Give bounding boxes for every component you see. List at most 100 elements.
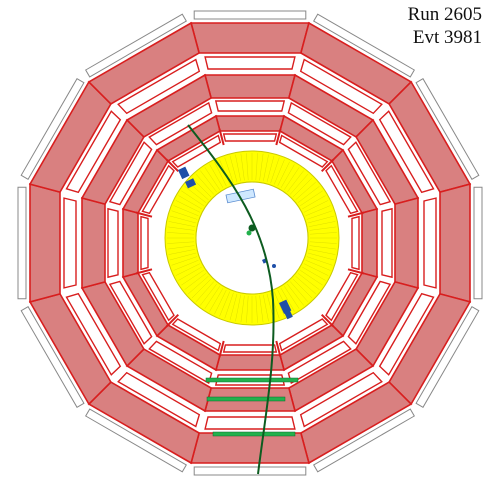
calorimeter-cell-edge [184, 186, 207, 203]
calorimeter-cell-edge [209, 164, 224, 188]
calorimeter-cell-edge [295, 276, 317, 295]
muon-chamber-inner [423, 197, 437, 289]
muon-chamber-inner [287, 340, 352, 385]
calorimeter-cell-edge [246, 295, 249, 323]
calorimeter-cell-edge [224, 292, 234, 319]
muon-chamber [125, 73, 213, 138]
detector-hits [178, 166, 299, 437]
frame-box [193, 10, 307, 20]
sector-spoke [347, 268, 365, 275]
muon-chamber-inner [278, 318, 329, 352]
sector-spoke [165, 158, 180, 173]
muon-chamber-inner [204, 416, 296, 430]
muon-chamber-inner [278, 134, 329, 168]
muon-stations [28, 21, 472, 465]
muon-chamber-inner [381, 207, 393, 279]
calorimeter-cell-edge [168, 249, 196, 255]
event-number-label: Evt 3981 [412, 27, 482, 48]
sector-spoke [347, 211, 365, 218]
calorimeter-cell-edge [246, 153, 249, 181]
frame-box [313, 408, 415, 473]
calorimeter-cell-edge [175, 200, 201, 213]
calorimeter-cell-edge [295, 181, 317, 200]
muon-chamber-inner [171, 318, 222, 352]
outer-frame [17, 10, 483, 476]
calorimeter-cell-edge [273, 159, 285, 185]
muon-chamber-inner [299, 371, 383, 428]
calorimeter-cell-edge [167, 245, 195, 250]
run-number-label: Run 2605 [407, 4, 482, 25]
calorimeter-cell-edge [307, 252, 335, 261]
calorimeter-cell-edge [273, 291, 285, 317]
calorimeter-cell-edge [209, 288, 224, 312]
calorimeter-cell-edge [181, 190, 204, 207]
calorimeter-hit-blue [185, 178, 197, 189]
calorimeter-cell-edge [229, 155, 238, 183]
calorimeter-hit-blue [284, 309, 293, 320]
calorimeter-cell-edge [181, 269, 204, 286]
calorimeter-cell-edge [169, 215, 197, 224]
calorimeter-cell-edge [169, 252, 197, 261]
calorimeter-cell-edge [305, 259, 331, 271]
muon-chamber [190, 432, 310, 464]
calorimeter-cell-edge [309, 241, 337, 244]
muon-chamber-inner [108, 280, 153, 345]
sector-spoke [218, 128, 225, 146]
calorimeter-cell-edge [214, 289, 227, 315]
calorimeter-hit-blue [178, 166, 190, 180]
frame-box [85, 13, 187, 78]
calorimeter-cell-edge [191, 278, 212, 299]
muon-chamber [155, 114, 221, 162]
sector-spoke [218, 340, 225, 358]
frame-box [20, 306, 85, 408]
calorimeter-cell-edge [168, 221, 196, 227]
calorimeter-cell-edge [229, 293, 238, 321]
muon-chamber-inner [63, 197, 77, 289]
muon-chamber-inner [140, 215, 149, 271]
calorimeter-cell-edge [167, 226, 195, 231]
muon-chamber-inner [347, 280, 392, 345]
frame-box [20, 78, 85, 180]
calorimeter-cell-edge [292, 278, 313, 299]
calorimeter-cell-edge [204, 167, 221, 190]
muon-track [187, 124, 275, 475]
muon-hit-green [205, 377, 299, 383]
calorimeter-cell-edge [306, 256, 333, 266]
muon-chamber-inner [141, 164, 175, 215]
sector-spoke [165, 313, 180, 328]
calorimeter-cell-edge [307, 215, 335, 224]
muon-chamber [394, 196, 419, 290]
sector-spoke [320, 158, 335, 173]
calorimeter-cell-edge [302, 195, 326, 210]
muon-chamber [29, 183, 61, 303]
calorimeter-cell-edge [300, 269, 323, 286]
calorimeter-cell-edge [200, 283, 217, 306]
track-hit [272, 264, 276, 268]
vertex-hit [246, 230, 252, 236]
calorimeter-cell-edge [308, 249, 336, 255]
calorimeter-cell-edge [259, 153, 264, 181]
muon-chamber-inner [299, 58, 383, 115]
muon-chamber-inner [171, 134, 222, 168]
muon-chamber [203, 74, 297, 99]
calorimeter-cell-edge [219, 291, 231, 317]
calorimeter-cell-edge [303, 200, 329, 213]
frame-box [17, 186, 27, 300]
sector-spoke [135, 211, 153, 218]
calorimeter-cell-edge [173, 259, 199, 271]
muon-chamber-inner [148, 101, 213, 146]
calorimeter-cell-edge [178, 266, 202, 281]
muon-chamber-inner [108, 141, 153, 206]
sector-spokes [135, 128, 365, 358]
sector-spoke [135, 268, 153, 275]
calorimeter-cell-edge [309, 232, 337, 235]
calorimeter-cell-edge [306, 210, 333, 220]
muon-chamber-inner [107, 207, 119, 279]
muon-chamber-inner [117, 371, 201, 428]
muon-chamber [122, 207, 139, 279]
muon-chamber [214, 354, 286, 371]
sector-spoke [275, 340, 282, 358]
muon-chamber-inner [141, 271, 175, 322]
calorimeter-cell-edge [277, 161, 290, 187]
